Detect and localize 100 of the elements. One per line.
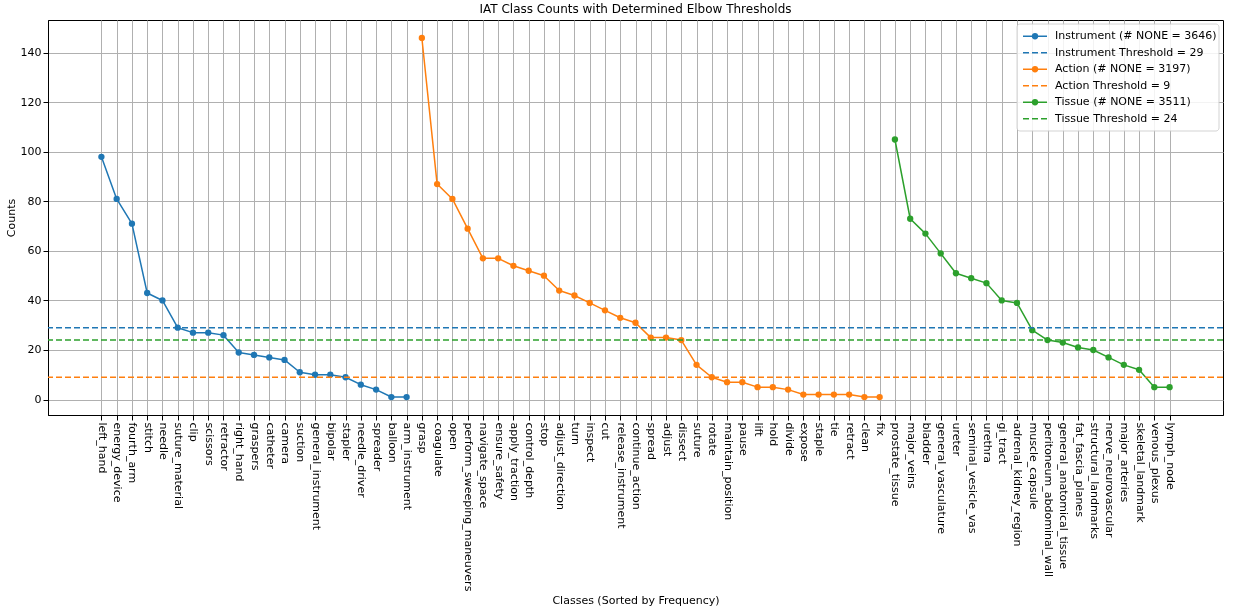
x-tick-label: ensure_safety — [492, 422, 506, 500]
x-tick-label: general_instrument — [309, 422, 323, 531]
point — [983, 279, 990, 287]
point — [968, 275, 975, 282]
point — [739, 379, 746, 386]
y-tick-label: 0 — [34, 393, 42, 407]
point — [556, 287, 563, 294]
x-tick-label: maintain_position — [721, 422, 735, 521]
legend-label: Tissue (# NONE = 3511) — [1054, 95, 1191, 109]
x-tick-label: tie — [828, 422, 842, 437]
x-tick-label: divide — [782, 422, 796, 457]
x-tick-label: general_vasculature — [935, 422, 949, 535]
point — [128, 220, 136, 227]
legend-label: Action Threshold = 9 — [1055, 78, 1171, 92]
point — [632, 319, 639, 326]
x-tick-label: release_instrument — [614, 422, 628, 530]
point — [1074, 344, 1082, 351]
x-tick-label: nerve_neurovascular — [1103, 422, 1117, 539]
point — [1135, 366, 1143, 373]
point — [845, 391, 853, 398]
point — [1059, 339, 1066, 346]
point — [464, 225, 471, 232]
x-tick-label: needle_driver — [355, 422, 369, 499]
x-tick-label: right_hand — [233, 422, 247, 482]
point — [205, 329, 212, 336]
x-tick-label: lymph_node — [1164, 422, 1178, 490]
point — [1151, 383, 1158, 391]
x-tick-label: energy_device — [111, 422, 125, 503]
y-axis-title: Counts — [4, 198, 18, 238]
x-tick-label: bipolar — [324, 422, 338, 462]
point — [815, 391, 822, 398]
legend-label: Instrument (# NONE = 3646) — [1055, 29, 1217, 43]
point — [189, 329, 197, 336]
point — [754, 383, 761, 391]
legend-label: Instrument Threshold = 29 — [1055, 45, 1204, 59]
point — [769, 383, 776, 391]
x-tick-label: perform_sweeping_maneuvers — [462, 422, 476, 592]
point — [311, 371, 319, 378]
point — [723, 379, 731, 386]
x-tick-label: navigate_space — [477, 422, 491, 509]
x-tick-label: clean — [858, 422, 872, 453]
point — [1090, 346, 1097, 354]
point — [357, 381, 364, 388]
point — [159, 297, 166, 304]
point — [998, 297, 1005, 304]
x-tick-label: graspers — [248, 422, 262, 471]
x-tick-label: clip — [187, 422, 201, 442]
x-tick-label: retractor — [217, 422, 231, 472]
point — [144, 289, 151, 297]
x-tick-label: cut — [599, 422, 613, 441]
point — [952, 270, 960, 277]
y-tick-label: 120 — [20, 95, 42, 109]
point — [250, 351, 258, 359]
point — [98, 153, 105, 160]
x-tick-label: rotate — [706, 422, 720, 456]
x-tick-label: left_hand — [95, 422, 109, 474]
x-tick-label: bladder — [919, 422, 933, 466]
x-tick-label: turn — [568, 422, 582, 446]
point — [235, 349, 242, 356]
point — [586, 299, 593, 307]
point — [281, 356, 288, 364]
point — [1105, 354, 1112, 361]
x-axis-title: Classes (Sorted by Frequency) — [552, 594, 720, 608]
point — [449, 195, 456, 203]
point — [891, 136, 899, 143]
x-tick-label: suture — [691, 422, 705, 458]
x-tick-label: gi_tract — [996, 422, 1010, 465]
x-tick-label: open — [446, 422, 460, 450]
point — [479, 255, 487, 262]
x-tick-label: skeletal_landmark — [1133, 422, 1147, 524]
x-tick-label: inspect — [584, 422, 598, 464]
point — [907, 215, 914, 222]
x-tick-label: peritoneum_abdominal_wall — [1042, 422, 1056, 578]
x-tick-label: camera — [279, 422, 293, 465]
point — [403, 393, 410, 401]
x-tick-label: fat_fascia_planes — [1072, 422, 1086, 518]
x-tick-label: ureter — [950, 422, 964, 457]
point — [1029, 327, 1036, 334]
point — [693, 361, 700, 369]
point — [601, 307, 609, 314]
point — [922, 230, 929, 237]
x-tick-label: stop — [538, 422, 552, 447]
x-tick-label: suture_material — [172, 422, 186, 509]
point — [1013, 299, 1021, 307]
point — [617, 314, 624, 321]
x-tick-label: prostate_tissue — [889, 422, 903, 507]
point — [113, 195, 120, 203]
x-tick-label: spread — [645, 422, 659, 460]
point — [418, 34, 426, 42]
y-tick-label: 80 — [27, 194, 42, 208]
point — [662, 334, 670, 341]
x-tick-label: continue_action — [630, 422, 643, 510]
x-tick-label: retract — [843, 422, 857, 461]
point — [540, 272, 548, 279]
x-tick-label: needle — [156, 422, 170, 461]
x-tick-label: staple — [813, 422, 827, 457]
point — [266, 354, 273, 361]
y-tick-label: 100 — [20, 145, 42, 159]
x-tick-label: control_depth — [523, 422, 537, 499]
point — [876, 393, 883, 401]
